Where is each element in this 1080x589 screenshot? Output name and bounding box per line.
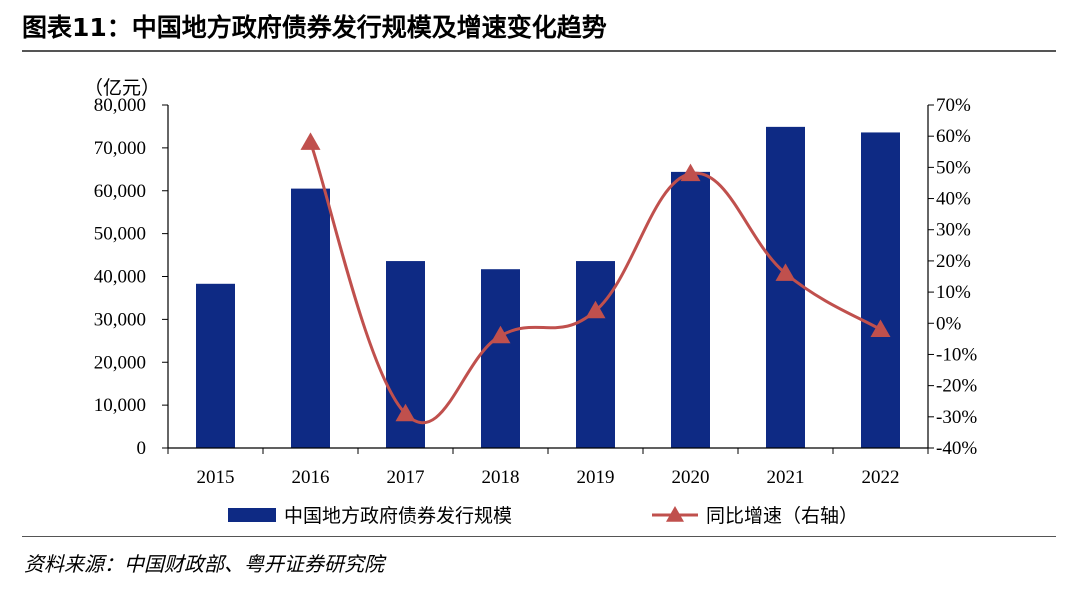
- bar-2020: [671, 171, 710, 448]
- right-tick-label: 70%: [936, 95, 971, 116]
- title-divider: [22, 50, 1056, 52]
- left-tick-label: 30,000: [94, 309, 146, 330]
- growth-point-2021: [775, 263, 796, 281]
- growth-point-2020: [680, 163, 701, 182]
- growth-line: [309, 141, 882, 425]
- x-tick-label: 2018: [482, 467, 520, 488]
- bar-2015: [196, 283, 235, 448]
- left-tick-label: 50,000: [94, 224, 146, 245]
- right-tick-label: 20%: [936, 251, 971, 272]
- right-tick-label: 50%: [936, 157, 971, 178]
- legend-line-label: 同比增速（右轴）: [706, 505, 858, 527]
- x-tick-label: 2016: [292, 467, 330, 488]
- bar-2016: [291, 188, 330, 448]
- right-tick-label: 30%: [936, 220, 971, 241]
- right-tick-label: 60%: [936, 126, 971, 147]
- figure-title: 图表11：中国地方政府债券发行规模及增速变化趋势: [22, 13, 607, 42]
- left-tick-label: 0: [137, 438, 147, 459]
- legend-bar-swatch: [228, 508, 276, 522]
- left-tick-label: 20,000: [94, 352, 146, 373]
- source-divider: [22, 536, 1056, 537]
- growth-point-2016: [300, 132, 321, 150]
- bar-2022: [861, 132, 900, 448]
- x-tick-label: 2020: [672, 467, 710, 488]
- left-tick-label: 60,000: [94, 181, 146, 202]
- right-tick-label: 40%: [936, 189, 971, 210]
- left-tick-label: 80,000: [94, 95, 146, 116]
- growth-point-2017: [395, 403, 416, 422]
- right-tick-label: -30%: [936, 407, 977, 428]
- right-tick-label: -40%: [936, 438, 977, 459]
- right-tick-label: 0%: [936, 313, 962, 334]
- legend-line-marker: [666, 506, 684, 522]
- x-tick-label: 2017: [387, 467, 425, 488]
- x-tick-label: 2022: [862, 467, 900, 488]
- x-tick-label: 2021: [767, 467, 805, 488]
- left-axis-unit-label: （亿元）: [84, 77, 160, 99]
- right-tick-label: 10%: [936, 282, 971, 303]
- right-tick-label: -20%: [936, 376, 977, 397]
- growth-point-2022: [870, 319, 891, 338]
- bar-2019: [576, 261, 615, 448]
- left-tick-label: 40,000: [94, 267, 146, 288]
- bar-2021: [766, 126, 805, 449]
- growth-point-2018: [490, 325, 511, 344]
- right-tick-label: -10%: [936, 344, 977, 365]
- left-tick-label: 70,000: [94, 138, 146, 159]
- legend-bar-label: 中国地方政府债券发行规模: [284, 505, 512, 527]
- source-note: 资料来源：中国财政部、粤开证券研究院: [24, 552, 384, 576]
- bar-2018: [481, 269, 520, 448]
- x-tick-label: 2015: [197, 467, 235, 488]
- left-tick-label: 10,000: [94, 395, 146, 416]
- growth-point-2019: [585, 300, 606, 319]
- x-tick-label: 2019: [577, 467, 615, 488]
